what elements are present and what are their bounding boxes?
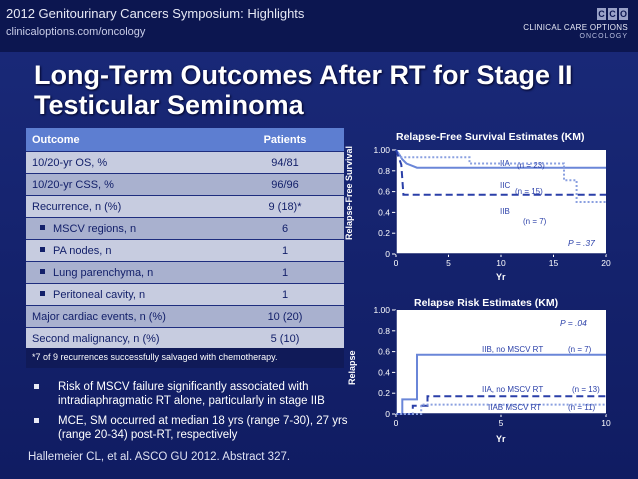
bullet-icon [34, 418, 39, 423]
table-footnote: *7 of 9 recurrences successfully salvage… [32, 352, 278, 362]
table-row: PA nodes, n 1 [26, 240, 344, 262]
series-n-label: (n = 23) [517, 161, 545, 170]
logo: C C O CLINICAL CARE OPTIONS ONCOLOGY [520, 8, 630, 44]
table-row: Recurrence, n (%) 9 (18)* [26, 196, 344, 218]
outcome-cell: Lung parenchyma, n [40, 262, 153, 284]
outcome-cell: Peritoneal cavity, n [40, 284, 145, 306]
series-line-dashed [395, 149, 606, 196]
y-tick-label: 0.6 [378, 347, 390, 357]
table-row: Major cardiac events, n (%) 10 (20) [26, 306, 344, 328]
table-row: 10/20-yr CSS, % 96/96 [26, 174, 344, 196]
relapse-chart-title: Relapse Risk Estimates (KM) [414, 297, 559, 309]
series-n-label: (n = 7) [523, 217, 547, 226]
y-tick-label: 0.6 [378, 187, 390, 197]
x-tick-label: 5 [446, 258, 451, 268]
column-header-outcome: Outcome [32, 134, 80, 146]
slide-title: Long-Term Outcomes After RT for Stage II… [34, 60, 573, 120]
outcome-cell: Major cardiac events, n (%) [32, 311, 166, 323]
relapse-chart: 0 0.2 0.4 0.6 0.8 1.00 0 5 10 IIB, no MSCV RT (n =… [373, 306, 611, 428]
patients-cell: 94/81 [271, 157, 299, 169]
series-label: IIA, no MSCV RT [482, 385, 543, 394]
outcome-cell: 10/20-yr CSS, % [32, 179, 114, 191]
table-row: Peritoneal cavity, n 1 [26, 284, 344, 306]
x-tick-label: 15 [549, 258, 559, 268]
patients-cell: 6 [281, 223, 289, 235]
x-tick-label: 20 [601, 258, 611, 268]
logo-mark-icon: C C O [597, 8, 628, 20]
series-n-label: (n = 11) [568, 403, 596, 412]
bullet-icon [40, 247, 45, 252]
outcome-cell: 10/20-yr OS, % [32, 157, 108, 169]
y-tick-label: 0 [385, 249, 390, 259]
y-tick-label: 0.4 [378, 207, 390, 217]
y-tick-label: 0.2 [378, 388, 390, 398]
rfs-chart: 0 0.2 0.4 0.6 0.8 1.00 0 5 10 15 20 IIA (n = 23) IIC (… [373, 145, 611, 268]
outcome-cell: PA nodes, n [40, 240, 112, 262]
list-item: MCE, SM occurred at median 18 yrs (range… [34, 414, 354, 442]
x-tick-label: 0 [394, 258, 399, 268]
series-n-label: (n = 7) [568, 345, 592, 354]
patients-cell: 10 (20) [267, 311, 303, 323]
y-tick-label: 0.8 [378, 166, 390, 176]
citation: Hallemeier CL, et al. ASCO GU 2012. Abst… [28, 451, 291, 463]
logo-subtitle: ONCOLOGY [579, 33, 628, 40]
patients-cell: 96/96 [271, 179, 299, 191]
list-item: Risk of MSCV failure significantly assoc… [34, 380, 354, 408]
series-label: IIA [500, 159, 510, 168]
y-tick-label: 0 [385, 409, 390, 419]
bullet-icon [40, 225, 45, 230]
logo-name: CLINICAL CARE OPTIONS [523, 23, 628, 32]
patients-cell: 5 (10) [270, 333, 300, 345]
y-tick-label: 0.4 [378, 367, 390, 377]
table-row: 10/20-yr OS, % 94/81 [26, 152, 344, 174]
series-label: IIB, no MSCV RT [482, 345, 543, 354]
bullet-icon [34, 384, 39, 389]
outcome-cell: Second malignancy, n (%) [32, 333, 160, 345]
relapse-x-axis-label: Yr [496, 434, 506, 444]
p-value-annotation: P = .37 [568, 238, 595, 248]
outcome-table: Outcome Patients 10/20-yr OS, % 94/81 10… [26, 128, 344, 350]
website-url: clinicaloptions.com/oncology [6, 26, 146, 38]
rfs-chart-title: Relapse-Free Survival Estimates (KM) [396, 131, 585, 143]
patients-cell: 1 [281, 289, 289, 301]
series-label: IIB [500, 207, 510, 216]
rfs-y-axis-label: Relapse-Free Survival [344, 145, 354, 240]
x-tick-label: 0 [394, 418, 399, 428]
relapse-y-axis-label: Relapse [347, 350, 357, 385]
series-n-label: (n = 15) [515, 187, 543, 196]
y-tick-label: 0.2 [378, 228, 390, 238]
series-label: IIAB MSCV RT [488, 403, 541, 412]
footnote-box: *7 of 9 recurrences successfully salvage… [26, 348, 344, 368]
x-tick-label: 10 [601, 418, 611, 428]
y-tick-label: 0.8 [378, 326, 390, 336]
x-tick-label: 10 [496, 258, 506, 268]
column-header-patients: Patients [263, 134, 307, 146]
header-bar: 2012 Genitourinary Cancers Symposium: Hi… [0, 0, 638, 52]
series-label: IIC [500, 181, 510, 190]
series-line-dotted [396, 403, 606, 415]
table-row: MSCV regions, n 6 [26, 218, 344, 240]
rfs-x-axis-label: Yr [496, 272, 506, 282]
patients-cell: 1 [281, 267, 289, 279]
bullet-icon [40, 269, 45, 274]
conference-title: 2012 Genitourinary Cancers Symposium: Hi… [6, 6, 305, 21]
table-row: Lung parenchyma, n 1 [26, 262, 344, 284]
bullet-icon [40, 291, 45, 296]
x-tick-label: 5 [499, 418, 504, 428]
outcome-cell: MSCV regions, n [40, 218, 136, 240]
table-header-row: Outcome Patients [26, 128, 344, 152]
y-tick-label: 1.00 [373, 306, 390, 315]
y-tick-label: 1.00 [373, 145, 390, 155]
outcome-cell: Recurrence, n (%) [32, 201, 122, 213]
bullet-list: Risk of MSCV failure significantly assoc… [34, 380, 354, 448]
series-n-label: (n = 13) [572, 385, 600, 394]
series-line-dotted [395, 149, 606, 203]
p-value-annotation: P = .04 [560, 318, 587, 328]
patients-cell: 1 [281, 245, 289, 257]
table-row: Second malignancy, n (%) 5 (10) [26, 328, 344, 350]
patients-cell: 9 (18)* [268, 201, 302, 213]
